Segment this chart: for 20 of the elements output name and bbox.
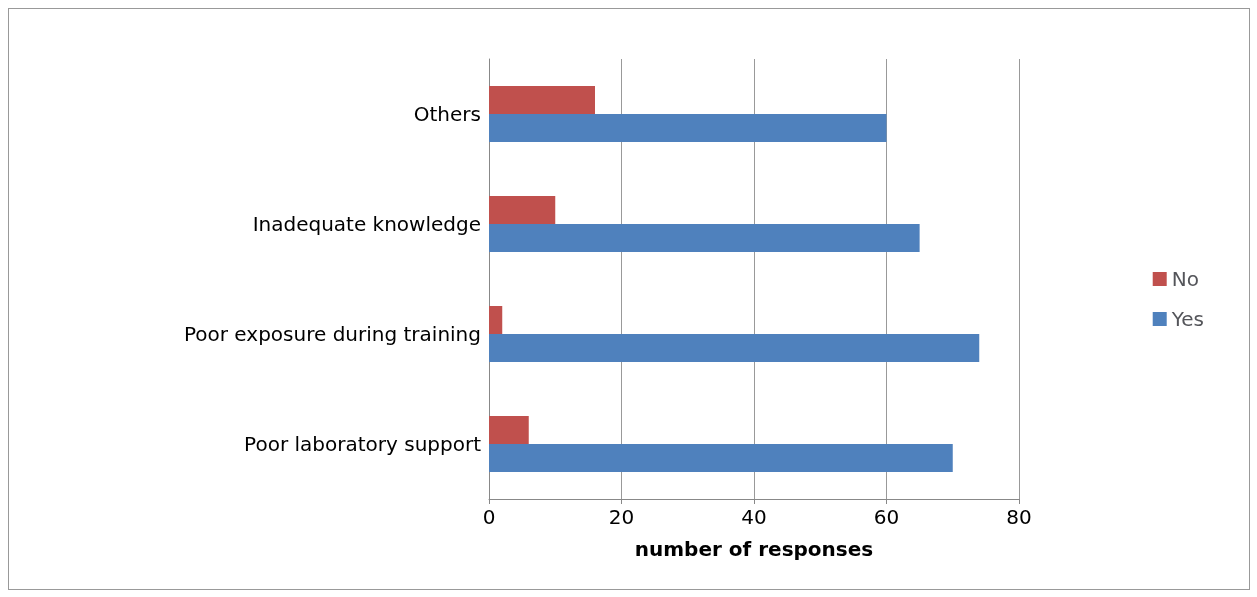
x-tick-label: 20 [608,505,635,529]
y-tick-label: Others [413,102,481,126]
x-tick-label: 60 [873,505,900,529]
y-tick-label: Poor laboratory support [244,432,482,456]
legend-label: Yes [1170,307,1205,331]
y-tick-label: Inadequate knowledge [252,212,481,236]
bar [489,114,887,142]
x-tick-label: 40 [741,505,767,529]
x-tick-label: 0 [482,505,496,529]
bar [489,224,920,252]
bar [489,306,503,334]
bar [489,334,980,362]
x-tick-label: 80 [1006,505,1032,529]
legend-label: No [1171,267,1199,291]
bar [489,86,595,114]
x-axis-title: number of responses [634,537,874,561]
bar [489,196,556,224]
bar [489,444,953,472]
bar [489,416,529,444]
y-tick-label: Poor exposure during training [183,322,481,346]
